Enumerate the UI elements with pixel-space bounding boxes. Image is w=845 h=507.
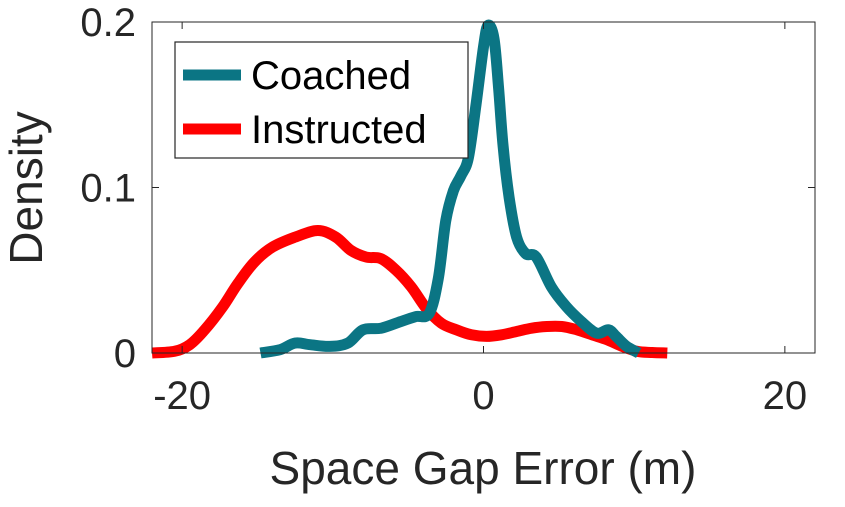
legend: Coached Instructed xyxy=(174,41,469,159)
legend-box xyxy=(174,41,469,159)
x-axis-label: Space Gap Error (m) xyxy=(270,442,697,494)
x-tick-label: 0 xyxy=(472,374,494,418)
y-tick-label: 0.2 xyxy=(80,1,136,45)
y-tick-label: 0.1 xyxy=(80,167,136,211)
series-line-coached xyxy=(259,19,642,359)
axes: -20 0 20 0 0.1 0.2 xyxy=(80,1,816,418)
y-tick-label: 0 xyxy=(114,332,136,376)
x-tick-label: 20 xyxy=(763,374,808,418)
plot-area xyxy=(151,19,668,359)
legend-label-coached: Coached xyxy=(251,54,411,98)
legend-label-instructed: Instructed xyxy=(251,108,427,152)
y-axis-label: Density xyxy=(0,111,52,264)
x-tick-label: -20 xyxy=(153,374,211,418)
